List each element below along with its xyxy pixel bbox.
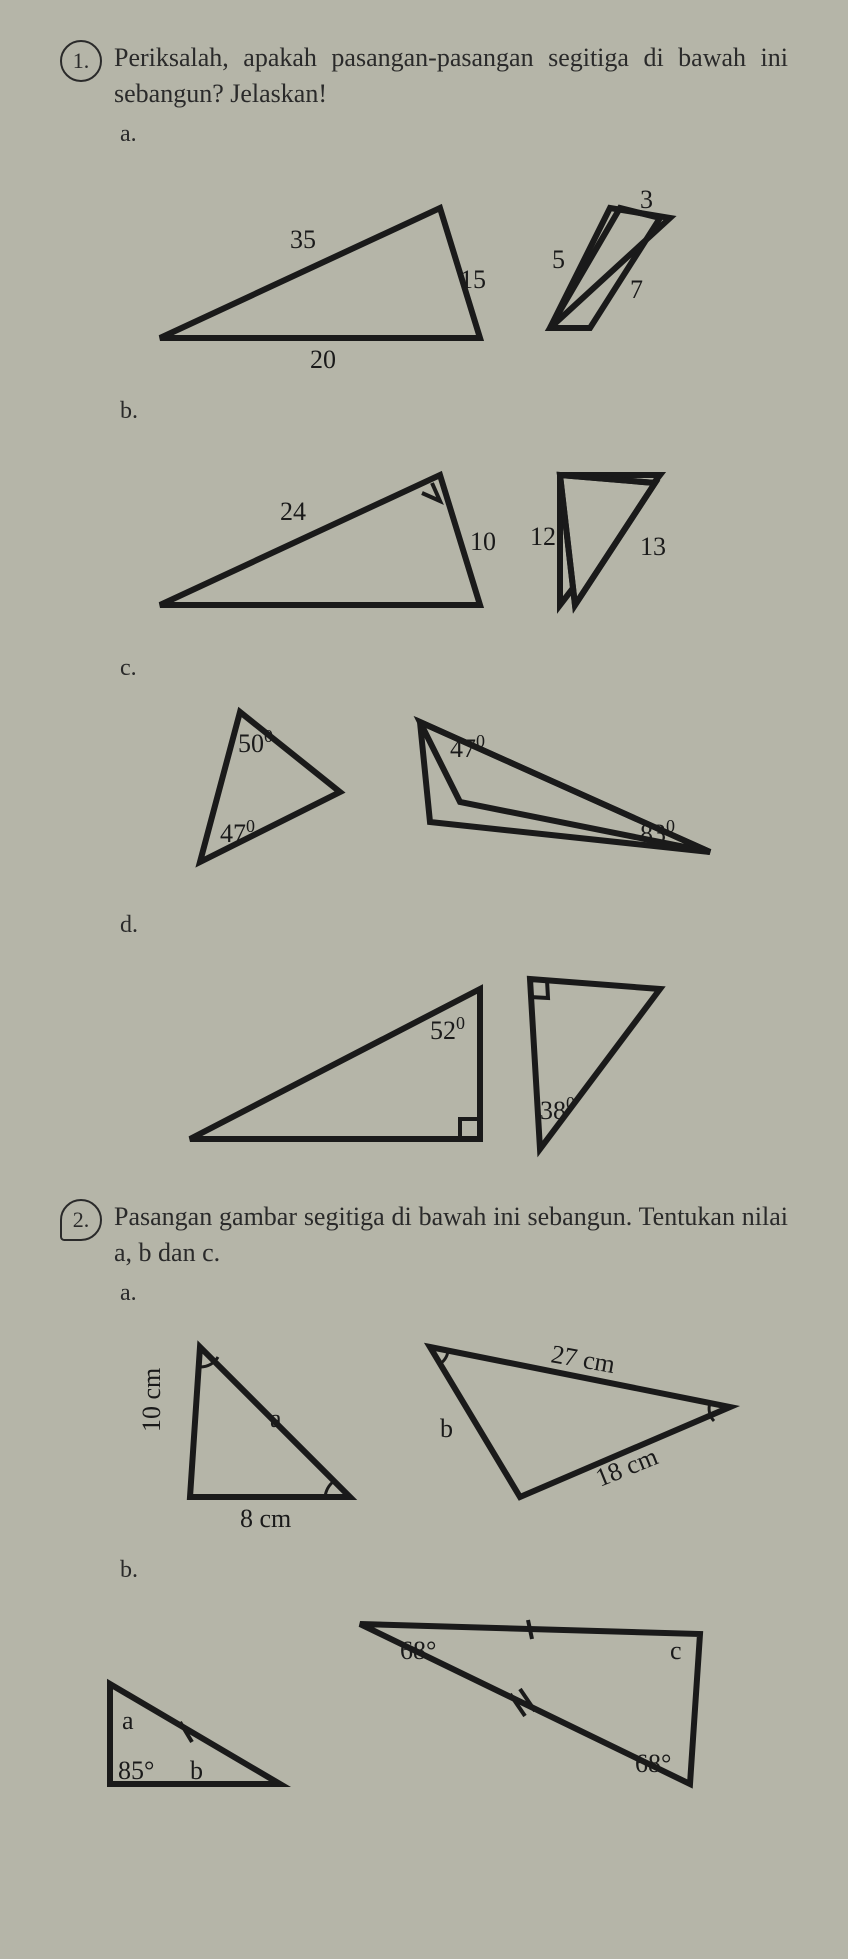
q1-number: 1. <box>73 48 90 74</box>
q2b-85: 85° <box>118 1756 154 1785</box>
q1d-figure: 520 380 <box>120 949 788 1169</box>
q1a-figure: 35 15 20 3 5 7 <box>120 158 788 378</box>
q2b-68b: 68° <box>635 1749 671 1778</box>
q2b-svg: a 85° b 68° c 68° <box>80 1594 760 1804</box>
q1c-a50: 500 <box>238 726 273 758</box>
q1d-svg: 520 380 <box>120 949 760 1169</box>
q1c-figure: 500 470 470 830 <box>120 692 788 892</box>
q2a-label: a. <box>120 1280 788 1307</box>
q1b-s12: 12 <box>530 522 556 551</box>
q2b-68a: 68° <box>400 1636 436 1665</box>
q1a-tri1 <box>160 208 480 338</box>
q2b-varb: b <box>190 1756 203 1785</box>
q1c-a47: 470 <box>220 816 255 848</box>
q1-text: Periksalah, apakah pasangan-pasangan seg… <box>114 40 788 113</box>
q1a-label: a. <box>120 121 788 148</box>
q1a-s3: 3 <box>640 185 653 214</box>
q2-number: 2. <box>73 1207 90 1233</box>
worksheet-page: 1. Periksalah, apakah pasangan-pasangan … <box>0 0 848 1959</box>
q1b-rightangle1 <box>422 483 440 501</box>
q1b-svg: 24 10 12 13 <box>120 435 760 635</box>
q2a-vara: a <box>270 1404 282 1433</box>
q1a-s20: 20 <box>310 345 336 374</box>
q1-header: 1. Periksalah, apakah pasangan-pasangan … <box>60 40 788 113</box>
q1a-s5: 5 <box>552 245 565 274</box>
q1d-a38: 380 <box>540 1093 575 1125</box>
q1d-label: d. <box>120 912 788 939</box>
q2a-figure: 10 cm a 8 cm 27 cm b 18 cm <box>120 1317 788 1537</box>
q2a-8cm: 8 cm <box>240 1504 291 1533</box>
question-1: 1. Periksalah, apakah pasangan-pasangan … <box>60 40 788 1169</box>
q1b-figure: 24 10 12 13 <box>120 435 788 635</box>
q1d-a52: 520 <box>430 1013 465 1045</box>
q2a-varb: b <box>440 1414 453 1443</box>
q1a-s7: 7 <box>630 275 643 304</box>
q1b-s13: 13 <box>640 532 666 561</box>
q1a-svg: 35 15 20 3 5 7 <box>120 158 760 378</box>
q1d-tri1 <box>190 989 480 1139</box>
q2b-figure: a 85° b 68° c 68° <box>80 1594 788 1804</box>
q2b-varc: c <box>670 1636 682 1665</box>
q1a-s15: 15 <box>460 265 486 294</box>
q2a-svg: 10 cm a 8 cm 27 cm b 18 cm <box>120 1317 760 1537</box>
q2b-label: b. <box>120 1557 788 1584</box>
q2a-10cm: 10 cm <box>137 1367 166 1431</box>
q2-header: 2. Pasangan gambar segitiga di bawah ini… <box>60 1199 788 1272</box>
q1-number-circle: 1. <box>60 40 102 82</box>
q1c-svg: 500 470 470 830 <box>120 692 760 892</box>
q1b-label: b. <box>120 398 788 425</box>
q2-number-circle: 2. <box>60 1199 102 1241</box>
q2b-tick2 <box>528 1620 532 1639</box>
q1a-s35: 35 <box>290 225 316 254</box>
question-2: 2. Pasangan gambar segitiga di bawah ini… <box>60 1199 788 1804</box>
q2b-vara: a <box>122 1706 134 1735</box>
q1b-s24: 24 <box>280 497 306 526</box>
q1c-a47b: 470 <box>450 731 485 763</box>
q1c-label: c. <box>120 655 788 682</box>
q1b-s10: 10 <box>470 527 496 556</box>
q1b-tri1 <box>160 475 480 605</box>
q2-text: Pasangan gambar segitiga di bawah ini se… <box>114 1199 788 1272</box>
